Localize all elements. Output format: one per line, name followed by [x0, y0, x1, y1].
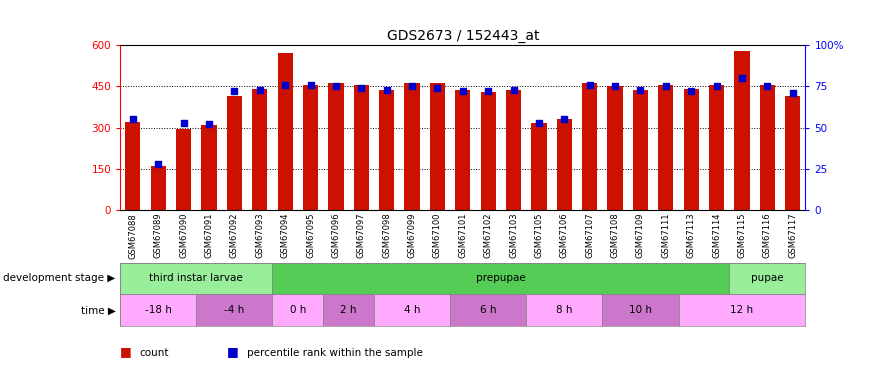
Bar: [455, 90, 471, 210]
Text: 6 h: 6 h: [480, 305, 497, 315]
Bar: [481, 92, 496, 210]
Bar: [404, 84, 420, 210]
Text: 10 h: 10 h: [629, 305, 652, 315]
Bar: [603, 294, 678, 326]
Bar: [323, 294, 374, 326]
Bar: [120, 294, 197, 326]
Bar: [526, 294, 603, 326]
Bar: [303, 85, 318, 210]
Text: 8 h: 8 h: [556, 305, 572, 315]
Point: [227, 88, 241, 94]
Bar: [150, 166, 166, 210]
Text: 0 h: 0 h: [289, 305, 306, 315]
Bar: [608, 86, 623, 210]
Point: [176, 120, 190, 126]
Point: [405, 83, 419, 89]
Point: [506, 87, 521, 93]
Point: [328, 83, 343, 89]
Bar: [760, 85, 775, 210]
Text: 2 h: 2 h: [340, 305, 357, 315]
Point: [557, 116, 571, 122]
Bar: [328, 84, 344, 210]
Bar: [659, 85, 674, 210]
Bar: [197, 294, 272, 326]
Bar: [272, 262, 729, 294]
Point: [151, 161, 166, 167]
Point: [532, 120, 546, 126]
Bar: [531, 123, 546, 210]
Bar: [227, 96, 242, 210]
Bar: [176, 129, 191, 210]
Point: [253, 87, 267, 93]
Point: [379, 87, 393, 93]
Bar: [678, 294, 805, 326]
Text: -18 h: -18 h: [145, 305, 172, 315]
Point: [456, 88, 470, 94]
Title: GDS2673 / 152443_at: GDS2673 / 152443_at: [386, 28, 539, 43]
Point: [278, 82, 292, 88]
Bar: [120, 262, 272, 294]
Text: ■: ■: [227, 345, 239, 358]
Bar: [557, 119, 572, 210]
Point: [303, 82, 318, 88]
Bar: [785, 96, 800, 210]
Bar: [506, 90, 522, 210]
Point: [125, 116, 140, 122]
Text: third instar larvae: third instar larvae: [150, 273, 243, 284]
Bar: [252, 89, 267, 210]
Point: [760, 83, 774, 89]
Bar: [430, 84, 445, 210]
Text: development stage ▶: development stage ▶: [4, 273, 116, 284]
Bar: [633, 90, 648, 210]
Point: [659, 83, 673, 89]
Point: [684, 88, 699, 94]
Text: 4 h: 4 h: [404, 305, 420, 315]
Text: prepupae: prepupae: [476, 273, 526, 284]
Bar: [374, 294, 450, 326]
Point: [709, 83, 724, 89]
Bar: [201, 125, 216, 210]
Bar: [272, 294, 323, 326]
Bar: [734, 51, 749, 210]
Point: [634, 87, 648, 93]
Text: 12 h: 12 h: [731, 305, 754, 315]
Text: ■: ■: [120, 345, 132, 358]
Bar: [729, 262, 805, 294]
Point: [354, 85, 368, 91]
Point: [786, 90, 800, 96]
Point: [608, 83, 622, 89]
Bar: [450, 294, 526, 326]
Bar: [684, 89, 699, 210]
Bar: [125, 122, 141, 210]
Bar: [353, 85, 368, 210]
Point: [735, 75, 749, 81]
Bar: [379, 90, 394, 210]
Text: pupae: pupae: [751, 273, 784, 284]
Point: [583, 82, 597, 88]
Point: [430, 85, 444, 91]
Text: percentile rank within the sample: percentile rank within the sample: [247, 348, 423, 358]
Bar: [582, 84, 597, 210]
Text: -4 h: -4 h: [224, 305, 245, 315]
Bar: [278, 53, 293, 210]
Point: [202, 121, 216, 127]
Bar: [709, 85, 724, 210]
Point: [481, 88, 496, 94]
Text: count: count: [140, 348, 169, 358]
Text: time ▶: time ▶: [81, 305, 116, 315]
